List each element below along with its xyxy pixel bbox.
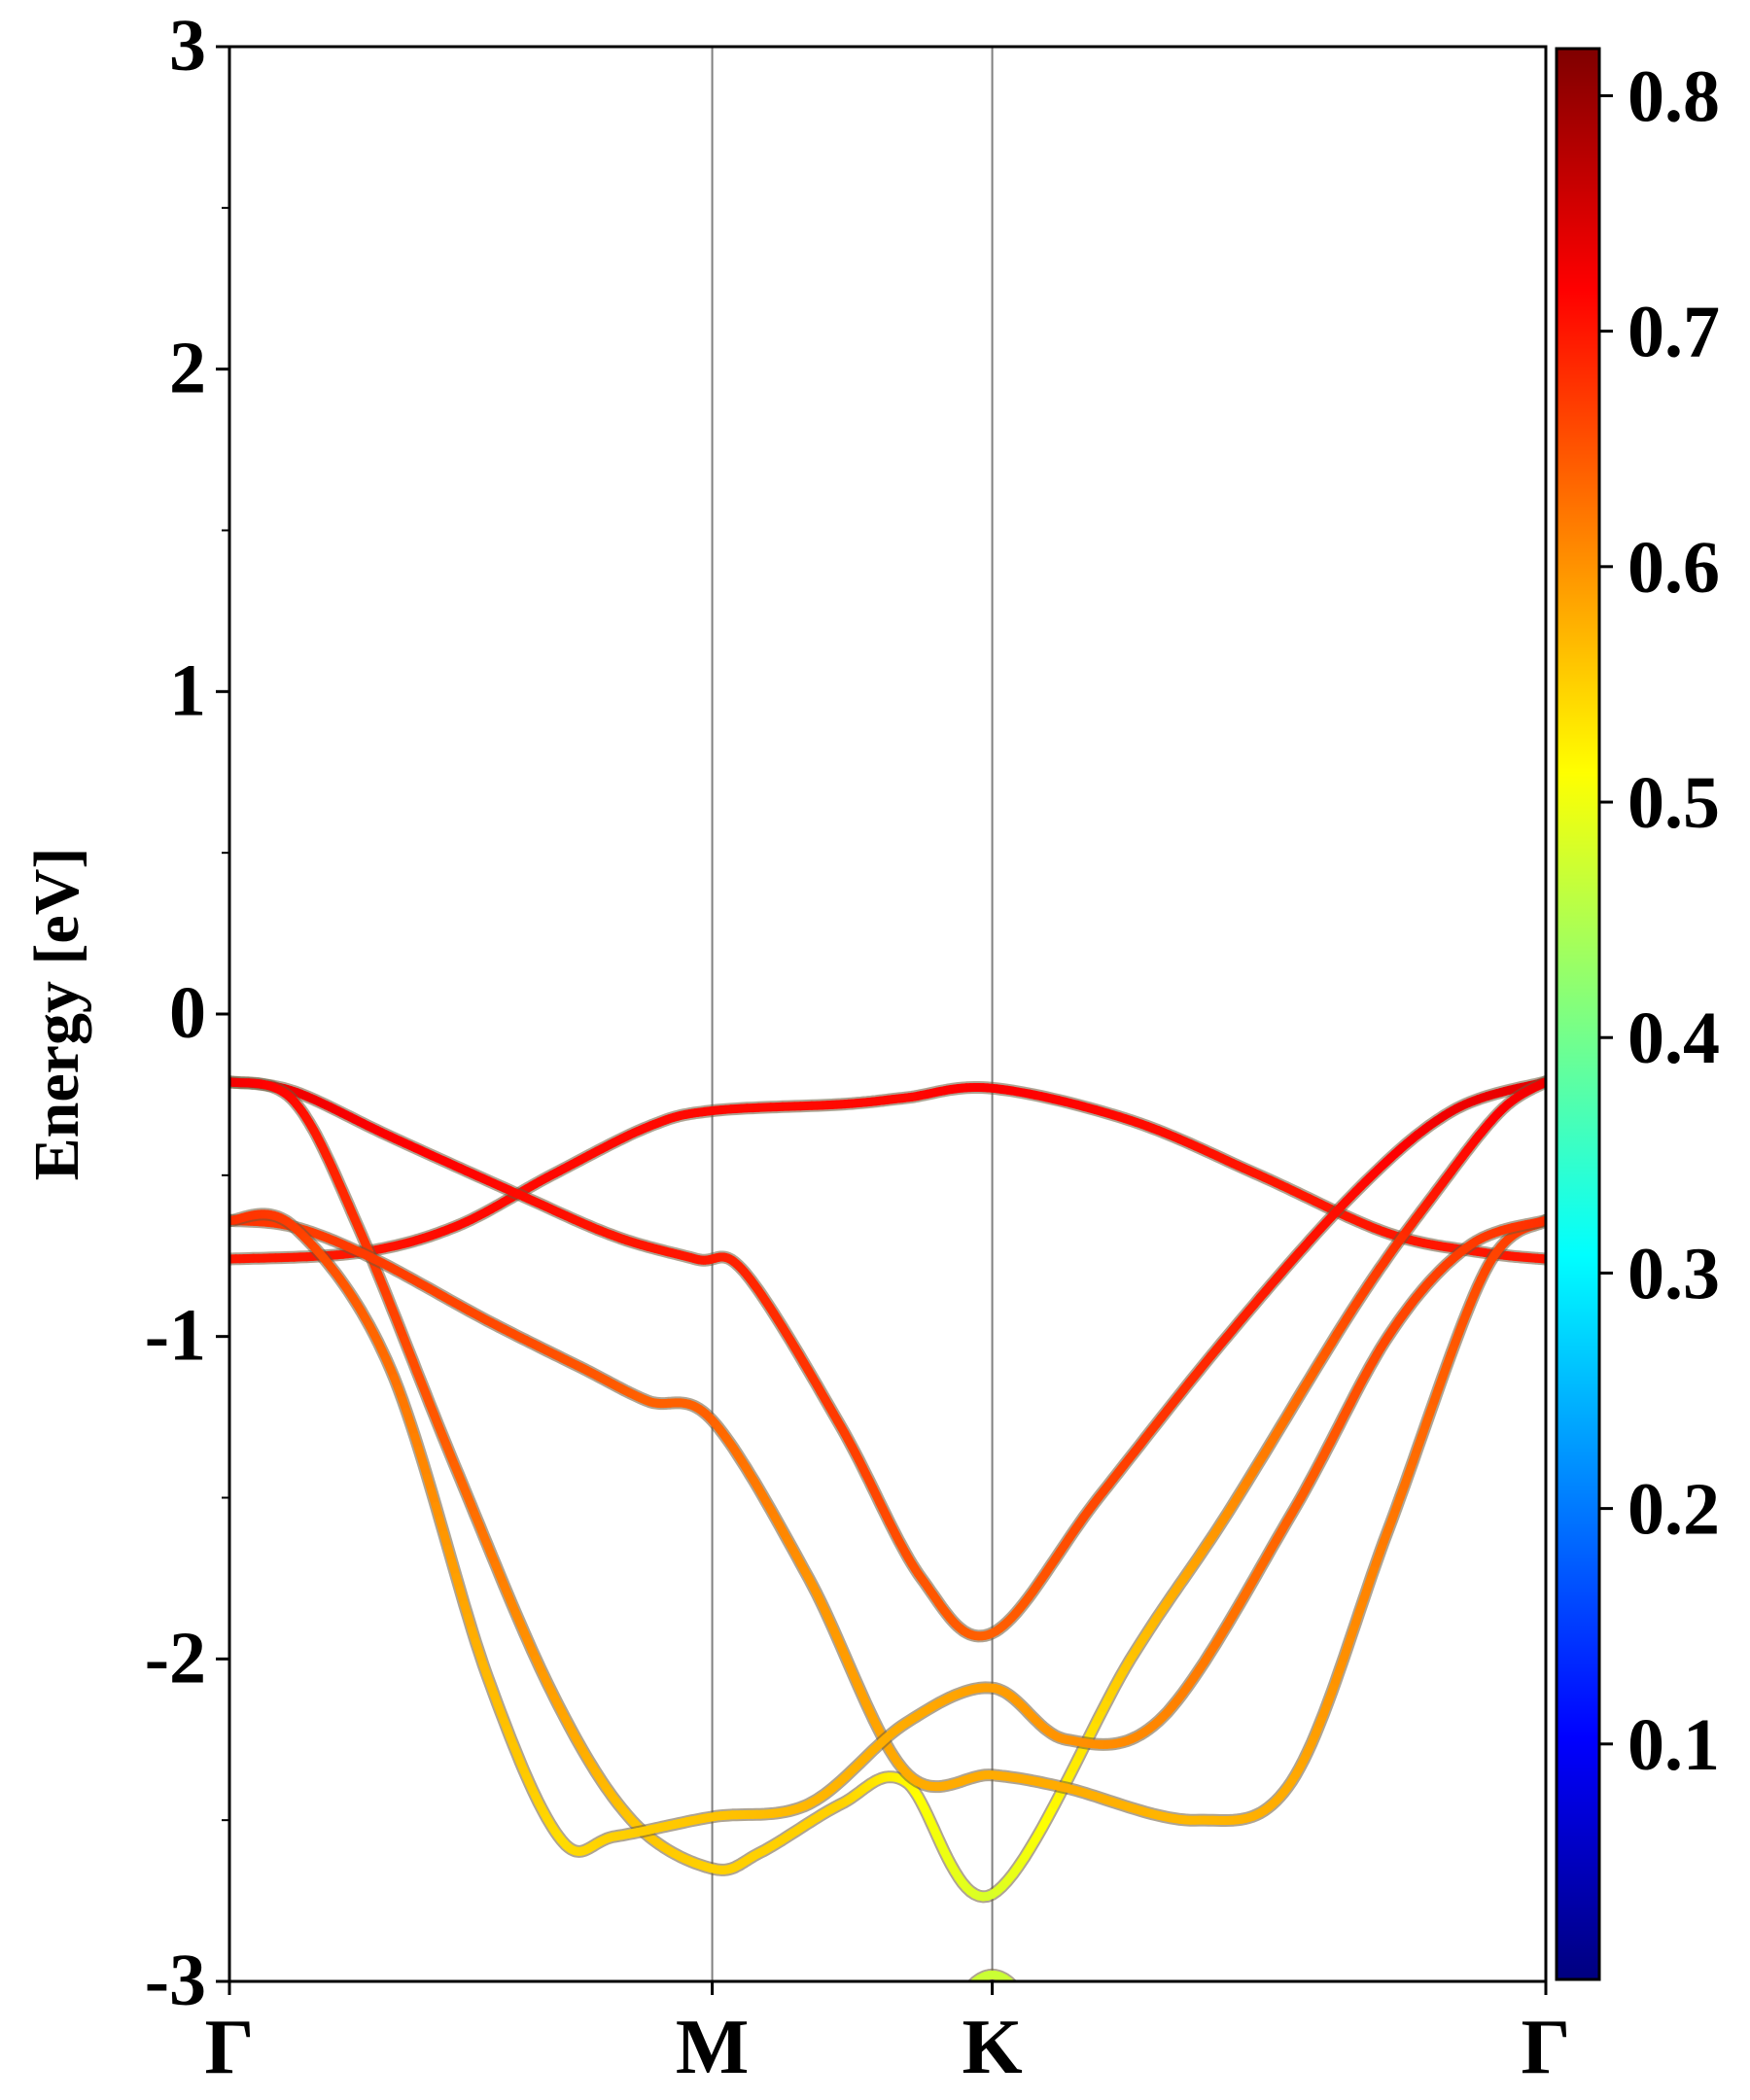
- band-segment: [1013, 1986, 1014, 1987]
- band-segment: [970, 1986, 971, 1987]
- band-segment: [969, 1979, 977, 1981]
- colorbar-tick-label: 0.7: [1628, 292, 1720, 373]
- band-segment: [971, 1986, 972, 1987]
- y-tick-label: 2: [169, 328, 206, 409]
- band-segment: [1018, 1992, 1019, 1993]
- colorbar-tick-label: 0.6: [1628, 527, 1720, 609]
- y-tick-label: 3: [169, 5, 206, 87]
- y-axis-label: Energy [eV]: [21, 848, 92, 1181]
- band-line: [229, 1213, 1546, 1827]
- band-segment: [1014, 1987, 1015, 1988]
- band-segment: [1013, 1986, 1014, 1987]
- band-segment: [1020, 1995, 1021, 1996]
- x-tick-label: Γ: [1522, 2005, 1571, 2090]
- colorbar-tick-label: 0.8: [1628, 55, 1720, 137]
- band-segment: [967, 1991, 968, 1992]
- colorbar-tick-label: 0.1: [1628, 1704, 1720, 1786]
- y-tick-label: -1: [145, 1295, 206, 1377]
- band-segment: [968, 1990, 969, 1991]
- colorbar-tick-label: 0.4: [1628, 998, 1720, 1079]
- x-tick-label: K: [962, 2005, 1022, 2090]
- band-segment: [965, 1994, 966, 1995]
- band-segment: [969, 1978, 979, 1981]
- colorbar-tick-label: 0.2: [1628, 1469, 1720, 1551]
- band-segment: [968, 1989, 969, 1990]
- band-segment: [1009, 1980, 1015, 1981]
- band-segment: [1019, 1994, 1020, 1995]
- y-tick-label: -3: [145, 1940, 206, 2021]
- band-segment: [970, 1987, 971, 1988]
- band-line: [229, 1081, 1546, 1266]
- band-segment: [1016, 1990, 1017, 1991]
- y-tick-label: -2: [145, 1617, 206, 1698]
- band-segment: [966, 1992, 967, 1993]
- band-segment: [1018, 1993, 1019, 1994]
- high-symmetry-lines: [711, 47, 994, 1981]
- band-segment: [969, 1978, 978, 1981]
- colorbar-ticks: 0.8 0.7 0.6 0.5 0.4 0.3 0.2 0.1: [1599, 55, 1720, 1786]
- band-segment: [965, 1994, 966, 1995]
- band-segment: [1016, 1991, 1017, 1992]
- band-segment: [1015, 1989, 1016, 1990]
- band-line: [229, 1075, 1546, 1643]
- band-segment: [1006, 1978, 1015, 1981]
- band-segment: [969, 1980, 975, 1981]
- y-tick-label: 1: [169, 649, 206, 731]
- band-outline: [229, 1075, 1546, 1643]
- band-line: [229, 1208, 1546, 1858]
- y-tick-label: 0: [169, 972, 206, 1054]
- band-segment: [1015, 1988, 1016, 1989]
- colorbar-tick-label: 0.5: [1628, 762, 1720, 844]
- x-tick-label: Γ: [205, 2005, 255, 2090]
- band-segment: [969, 1988, 970, 1989]
- plot-frame: [228, 45, 1548, 1983]
- colorbar: [1555, 47, 1601, 1981]
- band-segment: [1017, 1991, 1018, 1992]
- band-segment: [1008, 1979, 1015, 1981]
- colorbar-tick-label: 0.3: [1628, 1233, 1720, 1314]
- band-segment: [967, 1991, 968, 1992]
- y-axis-ticks: 3 2 1 0 -1 -2 -3: [145, 5, 229, 2021]
- band-segment: [966, 1993, 967, 1994]
- band-segment: [1005, 1978, 1015, 1981]
- x-tick-label: M: [676, 2005, 750, 2090]
- bands: [229, 1075, 1546, 1996]
